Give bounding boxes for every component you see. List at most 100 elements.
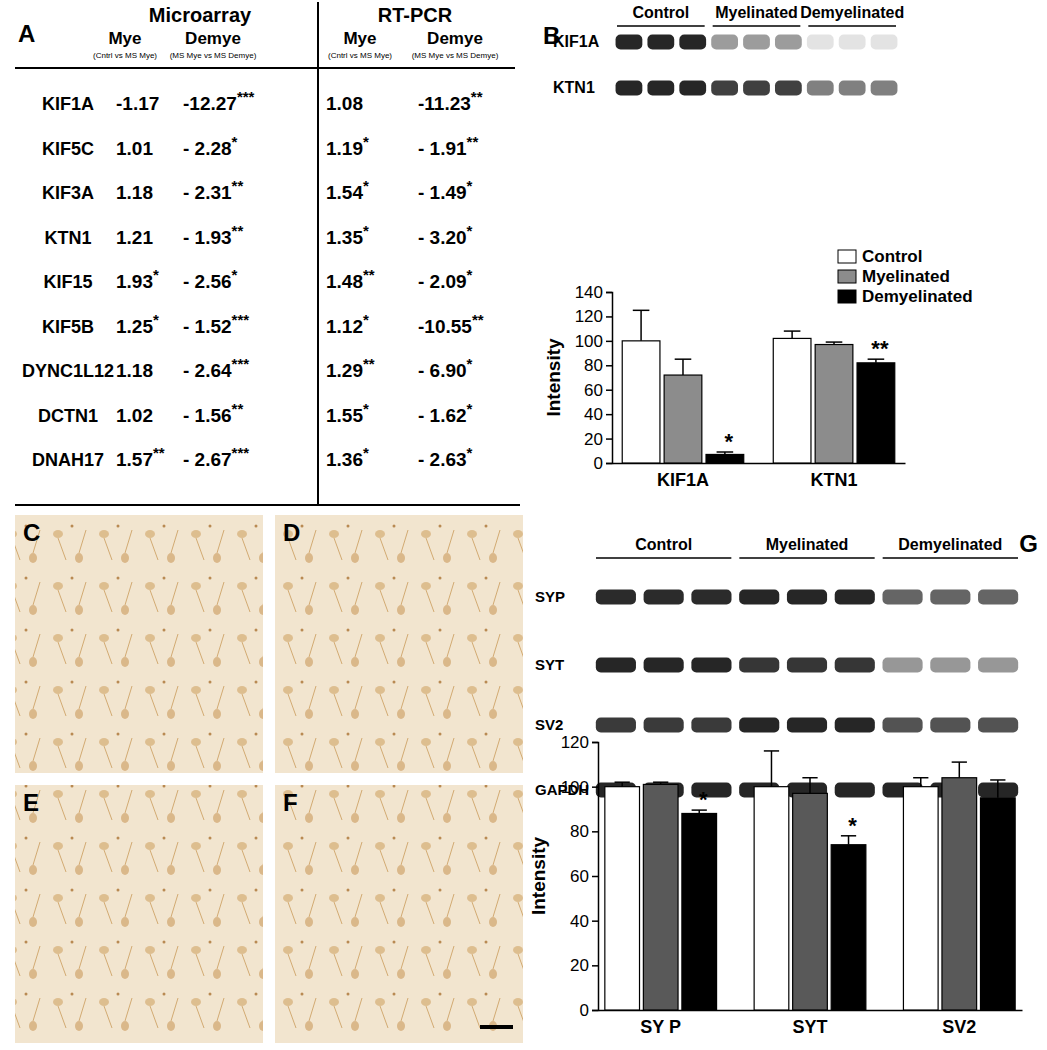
x-tick: SY P — [640, 1017, 681, 1037]
blot-row-label: KTN1 — [553, 79, 595, 96]
cell-value: 1.18 — [116, 360, 153, 381]
y-tick-mark — [606, 438, 612, 440]
cell-value: - 2.28 — [183, 138, 232, 159]
cell: 1.36* — [326, 444, 369, 470]
blot-band — [882, 590, 922, 605]
cell-significance: ** — [232, 400, 244, 417]
blot-band — [644, 658, 684, 673]
y-tick: 40 — [570, 912, 598, 931]
bar — [754, 787, 789, 1010]
blot-band — [839, 35, 866, 50]
blot-band — [743, 81, 770, 96]
cell: 1.18 — [116, 360, 153, 381]
lane-label: Myelinated — [715, 4, 798, 21]
x-tick-label: KIF1A — [657, 470, 709, 490]
y-tick-mark — [592, 965, 598, 967]
column-title: Demye — [427, 29, 483, 48]
y-tick-mark — [592, 876, 598, 878]
y-tick-label: 20 — [584, 430, 603, 449]
blot-band — [882, 718, 922, 733]
cell-value: -10.55 — [418, 316, 472, 337]
error-bar — [826, 342, 843, 344]
y-axis-line — [606, 293, 613, 464]
blot-band — [596, 590, 636, 605]
y-axis-title: Intensity — [543, 338, 564, 417]
chart-panel: BControlMyelinatedDemyelinatedKIF1AKTN10… — [543, 4, 973, 490]
lane-underline — [883, 557, 1018, 559]
cell: 1.29** — [326, 355, 375, 381]
cell: -10.55** — [418, 311, 484, 337]
error-cap — [675, 358, 692, 360]
row-label: KIF1A — [42, 94, 94, 114]
y-tick: 0 — [580, 1001, 598, 1020]
y-tick-mark — [606, 463, 612, 465]
y-tick-label: 0 — [580, 1001, 589, 1020]
cell-value: - 6.90 — [418, 360, 467, 381]
error-stem — [771, 751, 773, 787]
blot-band — [775, 35, 802, 50]
legend-label: Myelinated — [862, 267, 950, 286]
bottom-rule — [15, 504, 520, 506]
bar — [682, 813, 717, 1010]
significance: ** — [871, 336, 889, 361]
cell: 1.35* — [326, 222, 369, 248]
y-tick: 0 — [594, 454, 612, 473]
y-tick-label: 20 — [570, 956, 589, 975]
blot-band — [787, 658, 827, 673]
y-axis-line — [592, 743, 599, 1011]
y-tick: 120 — [561, 733, 598, 752]
cell-significance: * — [363, 400, 369, 417]
error-bar — [952, 762, 967, 778]
cell: - 2.09* — [418, 266, 473, 292]
row-label: KIF3A — [42, 183, 94, 203]
blot-band — [978, 718, 1018, 733]
header-rule — [15, 67, 515, 69]
cell-significance: ** — [471, 88, 483, 105]
panel-label: C — [23, 519, 40, 546]
y-tick-mark — [606, 389, 612, 391]
y-tick-mark — [592, 831, 598, 833]
y-tick-label: 40 — [570, 912, 589, 931]
error-cap — [990, 779, 1005, 781]
cell: - 3.20* — [418, 222, 473, 248]
row-label: KIF15 — [43, 272, 92, 292]
blot-row-label: SV2 — [535, 716, 563, 733]
cell-significance: *** — [232, 444, 250, 461]
blot-band — [739, 658, 779, 673]
row-label: KTN1 — [44, 228, 91, 248]
cell: 1.12* — [326, 311, 369, 337]
blot-band — [871, 81, 898, 96]
blot-band — [839, 81, 866, 96]
blot-band — [835, 590, 875, 605]
cell-value: 1.55 — [326, 405, 363, 426]
error-stem — [997, 780, 999, 798]
cell-significance: * — [467, 266, 473, 283]
cell-value: 1.29 — [326, 360, 363, 381]
micrograph-panel: C — [15, 515, 263, 773]
cell: 1.93* — [116, 266, 159, 292]
cell-significance: * — [363, 177, 369, 194]
y-tick-mark — [592, 1010, 598, 1012]
y-tick-label: 40 — [584, 405, 603, 424]
blot-band — [787, 718, 827, 733]
bar — [643, 784, 678, 1010]
cell: - 1.91** — [418, 133, 478, 159]
cell-value: - 1.62 — [418, 405, 467, 426]
error-cap — [784, 330, 801, 332]
y-tick: 60 — [570, 867, 598, 886]
cell-value: - 1.56 — [183, 405, 232, 426]
lane-underline — [596, 557, 731, 559]
panel-label: D — [283, 519, 300, 546]
error-cap — [952, 761, 967, 763]
cell: 1.21 — [116, 227, 153, 248]
cell: 1.19* — [326, 133, 369, 159]
lane-underline — [713, 25, 801, 27]
blot-band — [775, 81, 802, 96]
y-axis-title: Intensity — [528, 837, 549, 916]
bars — [622, 310, 895, 463]
error-bar — [990, 780, 1005, 798]
cell-value: 1.08 — [326, 93, 363, 114]
cell: 1.54* — [326, 177, 369, 203]
figure: AMicroarrayRT-PCRMye(Cntrl vs MS Mye)Dem… — [0, 0, 1047, 1050]
cell-value: - 2.64 — [183, 360, 232, 381]
